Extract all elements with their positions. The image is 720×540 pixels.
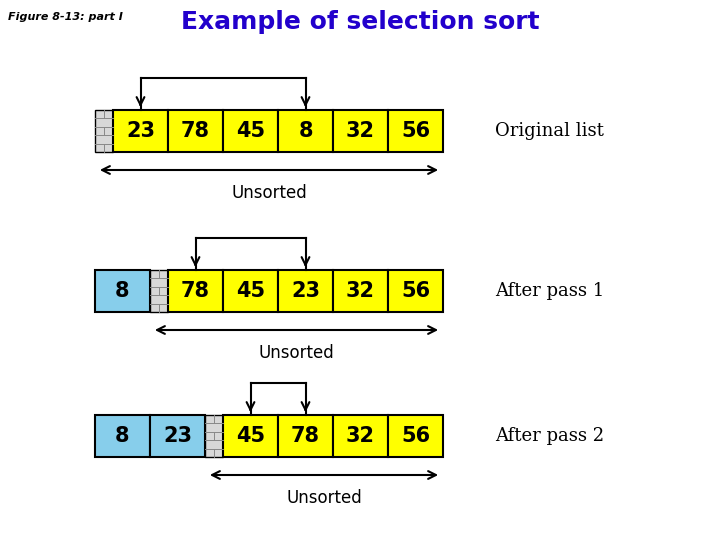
Text: 8: 8 [115, 426, 130, 446]
Text: 8: 8 [298, 121, 312, 141]
Text: After pass 2: After pass 2 [495, 427, 604, 445]
Bar [333, 415, 388, 457]
Text: Unsorted: Unsorted [231, 184, 307, 202]
Text: 56: 56 [401, 281, 430, 301]
Bar [150, 270, 168, 312]
Bar [333, 270, 388, 312]
Bar [278, 110, 333, 152]
Text: 23: 23 [163, 426, 192, 446]
Bar [223, 415, 278, 457]
Text: After pass 1: After pass 1 [495, 282, 604, 300]
Bar [333, 110, 388, 152]
Text: 45: 45 [236, 426, 265, 446]
Bar [168, 270, 223, 312]
Bar [150, 415, 205, 457]
Text: Figure 8-13: part I: Figure 8-13: part I [8, 12, 123, 22]
Bar [388, 415, 443, 457]
Text: 23: 23 [126, 121, 155, 141]
Text: 45: 45 [236, 121, 265, 141]
Bar [388, 110, 443, 152]
Bar [223, 110, 278, 152]
Bar [223, 270, 278, 312]
Bar [278, 415, 333, 457]
Text: 78: 78 [181, 121, 210, 141]
Text: 56: 56 [401, 121, 430, 141]
Text: 32: 32 [346, 281, 375, 301]
Text: Original list: Original list [495, 122, 604, 140]
Bar [95, 110, 113, 152]
Bar [95, 415, 150, 457]
Text: 32: 32 [346, 426, 375, 446]
Text: Example of selection sort: Example of selection sort [181, 10, 539, 34]
Text: 32: 32 [346, 121, 375, 141]
Text: 78: 78 [181, 281, 210, 301]
Text: Unsorted: Unsorted [286, 489, 362, 507]
Text: 78: 78 [291, 426, 320, 446]
Text: 8: 8 [115, 281, 130, 301]
Bar [95, 270, 150, 312]
Text: 23: 23 [291, 281, 320, 301]
Bar [278, 270, 333, 312]
Text: 45: 45 [236, 281, 265, 301]
Bar [168, 110, 223, 152]
Text: Unsorted: Unsorted [258, 344, 334, 362]
Bar [113, 110, 168, 152]
Text: 56: 56 [401, 426, 430, 446]
Bar [205, 415, 223, 457]
Bar [388, 270, 443, 312]
